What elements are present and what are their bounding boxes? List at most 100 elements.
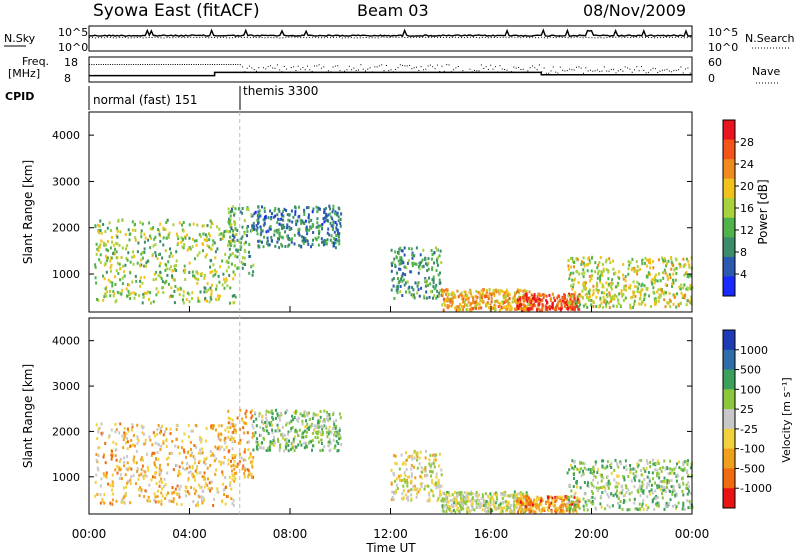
velocity-data-cell	[466, 491, 469, 495]
power-data-cell	[423, 296, 426, 300]
power-data-cell	[231, 209, 234, 213]
power-data-cell	[194, 276, 196, 280]
velocity-data-cell	[475, 501, 478, 505]
velocity-data-cell	[186, 462, 189, 466]
power-data-cell	[587, 296, 590, 299]
velocity-data-cell	[624, 459, 627, 463]
power-data-cell	[549, 299, 552, 303]
velocity-data-cell	[407, 495, 410, 499]
velocity-data-cell	[142, 477, 145, 481]
velocity-data-cell	[176, 484, 179, 488]
power-data-cell	[480, 289, 483, 293]
velocity-data-cell	[416, 452, 419, 456]
power-data-cell	[411, 261, 414, 265]
power-data-cell	[251, 229, 253, 233]
velocity-data-cell	[196, 465, 199, 469]
velocity-data-cell	[155, 466, 158, 469]
velocity-data-cell	[445, 507, 448, 511]
velocity-data-cell	[234, 464, 237, 468]
velocity-data-cell	[239, 408, 242, 412]
power-data-cell	[531, 307, 534, 311]
power-data-cell	[507, 305, 510, 309]
power-data-cell	[312, 231, 315, 234]
power-data-cell	[611, 282, 614, 286]
velocity-data-cell	[661, 496, 664, 500]
power-data-cell	[297, 215, 300, 219]
velocity-data-cell	[123, 456, 126, 460]
power-data-cell	[243, 230, 246, 234]
velocity-data-cell	[412, 450, 415, 454]
nave-point	[102, 64, 104, 65]
power-data-cell	[293, 233, 296, 237]
velocity-data-cell	[570, 495, 573, 498]
velocity-data-cell	[687, 506, 690, 510]
velocity-data-cell	[100, 431, 103, 435]
power-data-cell	[424, 284, 427, 288]
power-data-cell	[333, 237, 336, 240]
velocity-data-cell	[443, 497, 446, 501]
power-data-cell	[263, 235, 265, 239]
velocity-data-cell	[584, 500, 587, 504]
velocity-data-cell	[160, 444, 163, 448]
power-data-cell	[159, 222, 162, 226]
velocity-data-cell	[123, 431, 126, 435]
velocity-data-cell	[188, 492, 191, 496]
velocity-data-cell	[460, 496, 462, 500]
power-data-cell	[321, 226, 324, 230]
velocity-data-cell	[231, 456, 234, 460]
velocity-data-cell	[230, 464, 233, 468]
velocity-data-cell	[616, 474, 619, 478]
velocity-data-cell	[414, 476, 417, 480]
velocity-data-cell	[166, 457, 169, 461]
velocity-data-cell	[224, 428, 227, 432]
power-data-cell	[240, 245, 243, 249]
velocity-data-cell	[136, 423, 139, 427]
velocity-data-cell	[199, 471, 202, 475]
power-data-cell	[627, 260, 630, 264]
velocity-data-cell	[232, 430, 235, 434]
velocity-data-cell	[224, 476, 227, 479]
velocity-data-cell	[589, 471, 592, 475]
velocity-data-cell	[656, 474, 659, 478]
power-data-cell	[436, 289, 439, 293]
power-data-cell	[455, 305, 458, 309]
velocity-data-cell	[259, 433, 261, 437]
velocity-data-cell	[175, 438, 178, 441]
power-data-cell	[430, 249, 433, 252]
power-data-cell	[199, 234, 202, 238]
power-data-cell	[432, 285, 435, 288]
velocity-data-cell	[654, 462, 657, 466]
velocity-data-cell	[471, 501, 474, 505]
power-data-cell	[219, 237, 222, 241]
nave-point	[283, 66, 285, 67]
velocity-data-cell	[456, 491, 458, 495]
velocity-data-cell	[303, 414, 306, 418]
velocity-data-cell	[142, 474, 145, 478]
power-data-cell	[215, 284, 218, 288]
velocity-data-cell	[667, 488, 670, 492]
velocity-data-cell	[337, 429, 339, 433]
velocity-data-cell	[583, 508, 586, 512]
velocity-data-cell	[221, 473, 224, 477]
nave-point	[158, 64, 160, 65]
velocity-data-cell	[181, 446, 183, 450]
velocity-data-cell	[420, 476, 423, 480]
power-data-cell	[448, 297, 451, 301]
velocity-data-cell	[326, 431, 328, 434]
velocity-data-cell	[619, 500, 622, 503]
power-data-cell	[305, 225, 308, 229]
velocity-data-cell	[454, 497, 457, 501]
nave-point	[427, 65, 429, 67]
nave-point	[374, 66, 376, 68]
power-data-cell	[150, 301, 152, 305]
velocity-data-cell	[438, 491, 441, 495]
velocity-data-cell	[100, 477, 103, 481]
power-data-cell	[517, 307, 520, 310]
cpid-program-1: normal (fast) 151	[93, 93, 197, 107]
velocity-data-cell	[324, 424, 327, 428]
power-data-cell	[204, 255, 207, 259]
velocity-colorbar-tick-label: -1000	[740, 482, 772, 495]
nave-point	[272, 67, 274, 69]
velocity-data-cell	[216, 487, 219, 491]
power-data-cell	[570, 284, 573, 288]
